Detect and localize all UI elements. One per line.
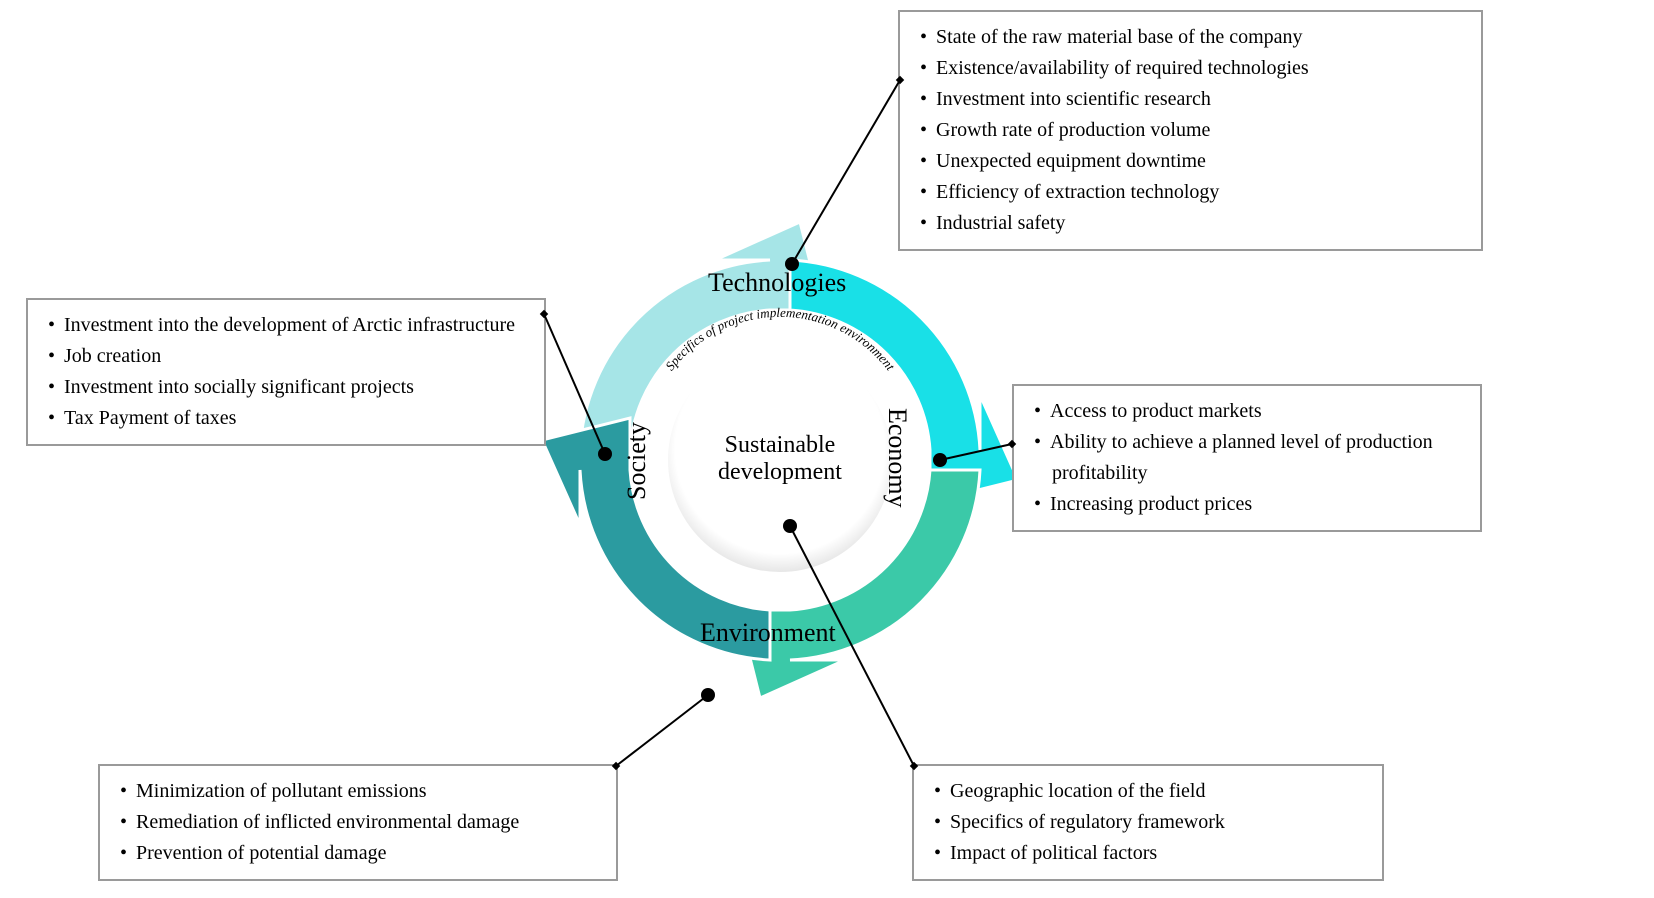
center-text: Sustainable development	[700, 432, 860, 486]
box-society: Investment into the development of Arcti…	[26, 298, 546, 446]
list-item: Existence/availability of required techn…	[938, 53, 1465, 84]
center-line2: development	[718, 459, 842, 485]
list-item: Growth rate of production volume	[938, 115, 1465, 146]
list-item: Investment into the development of Arcti…	[66, 310, 528, 341]
list-society: Investment into the development of Arcti…	[48, 310, 528, 434]
center-line1: Sustainable	[725, 432, 836, 458]
label-society: Society	[622, 422, 652, 500]
list-item: Tax Payment of taxes	[66, 403, 528, 434]
label-economy: Economy	[882, 408, 912, 508]
list-item: Industrial safety	[938, 208, 1465, 239]
list-item: Unexpected equipment downtime	[938, 146, 1465, 177]
list-economy: Access to product markets Ability to ach…	[1034, 396, 1464, 520]
label-environment: Environment	[700, 618, 836, 648]
list-item: Impact of political factors	[952, 838, 1366, 869]
list-item: Investment into scientific research	[938, 84, 1465, 115]
list-item: Efficiency of extraction technology	[938, 177, 1465, 208]
label-technologies: Technologies	[708, 268, 846, 298]
list-item: Geographic location of the field	[952, 776, 1366, 807]
list-item: Investment into socially significant pro…	[66, 372, 528, 403]
list-environment: Minimization of pollutant emissions Reme…	[120, 776, 600, 869]
box-economy: Access to product markets Ability to ach…	[1012, 384, 1482, 532]
list-item: Job creation	[66, 341, 528, 372]
list-item: Ability to achieve a planned level of pr…	[1052, 427, 1464, 489]
box-specifics: Geographic location of the field Specifi…	[912, 764, 1384, 881]
list-item: Prevention of potential damage	[138, 838, 600, 869]
list-item: Specifics of regulatory framework	[952, 807, 1366, 838]
box-technologies: State of the raw material base of the co…	[898, 10, 1483, 251]
list-technologies: State of the raw material base of the co…	[920, 22, 1465, 239]
list-item: State of the raw material base of the co…	[938, 22, 1465, 53]
list-specifics: Geographic location of the field Specifi…	[934, 776, 1366, 869]
list-item: Remediation of inflicted environmental d…	[138, 807, 600, 838]
list-item: Increasing product prices	[1052, 489, 1464, 520]
list-item: Access to product markets	[1052, 396, 1464, 427]
list-item: Minimization of pollutant emissions	[138, 776, 600, 807]
box-environment: Minimization of pollutant emissions Reme…	[98, 764, 618, 881]
